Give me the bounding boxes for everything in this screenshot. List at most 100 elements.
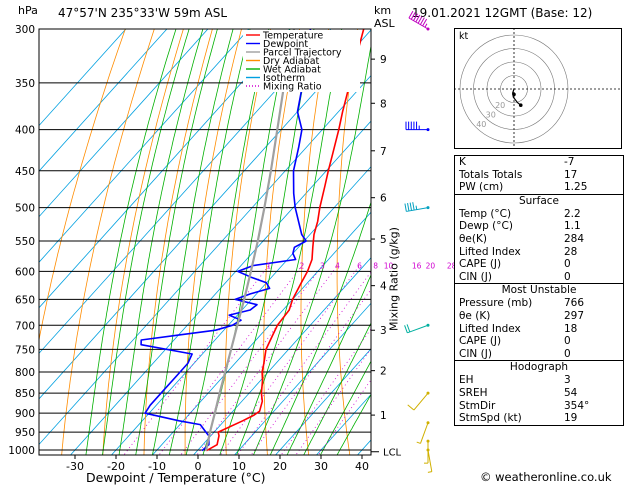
barb-station-dot xyxy=(426,421,430,425)
wet-adiabat-line xyxy=(336,393,371,455)
isotherm-line xyxy=(233,302,371,455)
hpa-axis-title: hPa xyxy=(18,4,38,17)
row-label: StmDir xyxy=(459,399,496,412)
km-tick-label: 3 xyxy=(380,325,387,337)
barb-flag xyxy=(413,13,418,21)
barb-flag xyxy=(407,404,415,411)
x-tick-label: 0 xyxy=(195,460,202,473)
km-tick-label: 1 xyxy=(380,410,387,422)
x-tick-label: 10 xyxy=(232,460,246,473)
table-row: CIN (J) 0 xyxy=(455,271,623,284)
barb-flag xyxy=(407,203,410,212)
km-tick-label: 5 xyxy=(380,234,387,246)
isotherm-line xyxy=(39,29,127,127)
legend-label: Dewpoint xyxy=(263,39,308,50)
km-tick-label: 4 xyxy=(380,281,387,293)
mixing-ratio-label: 10 xyxy=(384,261,394,270)
pressure-tick-label: 550 xyxy=(15,236,35,248)
mixing-ratio-label: 16 xyxy=(412,261,422,270)
hodograph-title: Hodograph xyxy=(509,361,569,374)
barb-station-dot xyxy=(426,439,430,443)
wet-adiabat-line xyxy=(269,200,371,455)
barb-staff xyxy=(420,422,429,444)
x-tick-label: -20 xyxy=(107,460,125,473)
row-label: Lifted Index xyxy=(459,245,521,258)
pressure-tick-label: 850 xyxy=(15,388,35,400)
pressure-tick-label: 600 xyxy=(15,266,35,278)
legend-label: Mixing Ratio xyxy=(263,82,322,93)
row-value: 766 xyxy=(564,297,585,310)
row-label: Pressure (mb) xyxy=(459,297,533,310)
pressure-tick-label: 1000 xyxy=(8,445,35,457)
table-row: StmSpd (kt) 19 xyxy=(455,412,623,425)
row-value: 18 xyxy=(564,322,578,335)
barb-flag xyxy=(408,10,414,19)
table-row: θe(K) 284 xyxy=(455,233,623,246)
barb-flag xyxy=(417,16,423,24)
dry-adiabat-line xyxy=(336,29,359,455)
row-label: Lifted Index xyxy=(459,322,521,335)
wind-barb xyxy=(408,10,430,31)
dry-adiabat-line xyxy=(102,29,184,455)
row-value: 0 xyxy=(564,347,571,360)
mixing-ratio-label: 6 xyxy=(357,261,362,270)
dewpoint-line xyxy=(140,29,312,452)
row-value: 19 xyxy=(564,412,578,425)
row-value: 0 xyxy=(564,270,571,283)
hodograph-end-dot xyxy=(518,103,523,107)
table-row: Dewp (°C) 1.1 xyxy=(455,220,623,233)
pressure-tick-label: 700 xyxy=(15,320,35,332)
dry-adiabat-line xyxy=(263,29,301,455)
pressure-grid-lines xyxy=(39,28,371,451)
barb-half-flag xyxy=(424,23,428,28)
row-value: 0 xyxy=(564,335,571,348)
mixing-ratio-label: 1 xyxy=(266,261,271,270)
barb-flag xyxy=(404,325,408,333)
index-table: K -7 Totals Totals 17 PW (cm) 1.25 Surface Te… xyxy=(454,155,624,426)
pressure-tick-label: 900 xyxy=(15,408,35,420)
isotherm-line xyxy=(39,29,168,172)
x-axis-title: Dewpoint / Temperature (°C) xyxy=(86,470,266,485)
table-row: SREH 54 xyxy=(455,387,623,400)
row-label: θe(K) xyxy=(459,232,487,245)
x-tick-label: -10 xyxy=(148,460,166,473)
pressure-tick-label: 450 xyxy=(15,166,35,178)
pressure-tick-label: 500 xyxy=(15,203,35,215)
wet-adiabat-line xyxy=(253,43,371,455)
mixing-ratio-label: 4 xyxy=(335,261,340,270)
wind-barb xyxy=(416,421,430,444)
profile-series xyxy=(140,29,365,452)
table-row: K -7 xyxy=(455,156,623,169)
legend-label: Dry Adiabat xyxy=(263,56,320,67)
row-value: 284 xyxy=(564,232,585,245)
row-value: -7 xyxy=(564,156,575,168)
row-label: CAPE (J) xyxy=(459,335,502,348)
wet-adiabat-line xyxy=(168,29,251,455)
table-row: Pressure (mb) 766 xyxy=(455,297,623,310)
barb-staff xyxy=(427,449,433,472)
table-row: CAPE (J) 0 xyxy=(455,335,623,348)
km-tick-label: 9 xyxy=(380,54,387,66)
dry-adiabat-line xyxy=(406,5,435,467)
legend-box xyxy=(243,30,360,92)
pressure-tick-label: 750 xyxy=(15,344,35,356)
x-tick-label: 40 xyxy=(355,460,369,473)
surface-title: Surface xyxy=(518,194,559,207)
hodograph-ring-label: 20 xyxy=(495,101,505,110)
pressure-tick-label: 650 xyxy=(15,294,35,306)
axis-ticks: 1 2 3 4 6 8 10 16 20 2830035040045050055060065070… xyxy=(8,24,456,473)
row-value: 28 xyxy=(564,245,578,258)
km-tick-label: 6 xyxy=(380,193,387,205)
wet-adiabat-line xyxy=(85,29,177,455)
wet-adiabat-line xyxy=(286,273,371,455)
row-value: 17 xyxy=(564,168,578,181)
legend-label: Parcel Trajectory xyxy=(263,48,342,59)
mixing-ratio-line xyxy=(295,348,371,455)
row-value: 3 xyxy=(564,374,571,387)
wet-adiabat-line xyxy=(236,29,343,455)
row-value: 354° xyxy=(564,399,590,412)
mixing-ratio-line xyxy=(158,265,303,455)
mixing-ratio-line xyxy=(250,288,371,455)
barb-station-dot xyxy=(426,128,430,132)
